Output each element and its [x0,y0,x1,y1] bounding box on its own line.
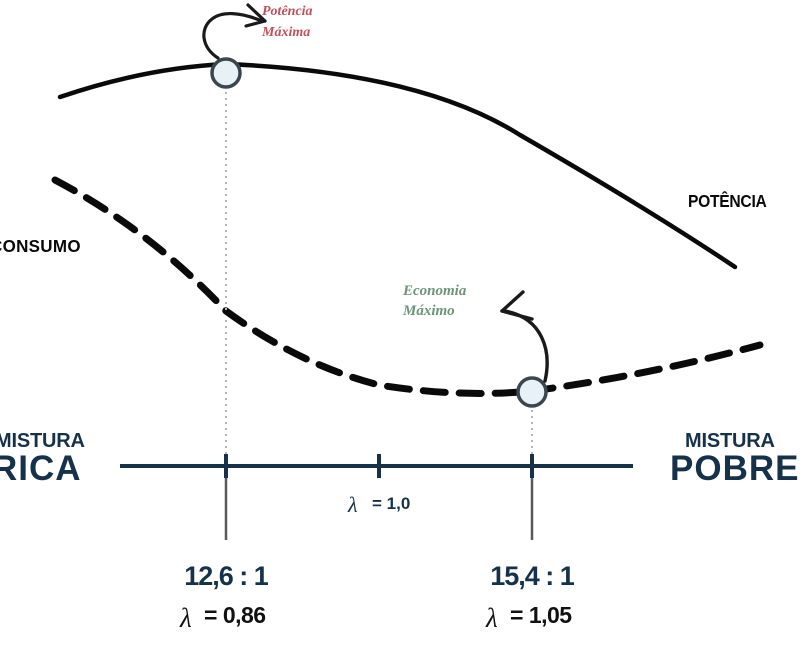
svg-text:Potência: Potência [262,4,313,19]
svg-text:Economia: Economia [402,283,467,299]
svg-text:CONSUMO: CONSUMO [0,236,81,256]
svg-text:Máxima: Máxima [261,25,310,40]
svg-text:= 0,86: = 0,86 [204,602,266,628]
svg-text:λ: λ [179,603,192,633]
svg-text:RICA: RICA [0,449,82,488]
svg-text:λ: λ [347,492,358,517]
svg-text:POBRE: POBRE [670,449,799,488]
svg-text:15,4 : 1: 15,4 : 1 [490,561,575,591]
svg-text:λ: λ [485,603,498,633]
svg-text:POTÊNCIA: POTÊNCIA [688,191,767,211]
svg-text:Máximo: Máximo [402,303,455,319]
svg-text:= 1,0: = 1,0 [372,494,410,513]
svg-text:= 1,05: = 1,05 [510,602,572,628]
svg-text:12,6 : 1: 12,6 : 1 [184,561,269,591]
